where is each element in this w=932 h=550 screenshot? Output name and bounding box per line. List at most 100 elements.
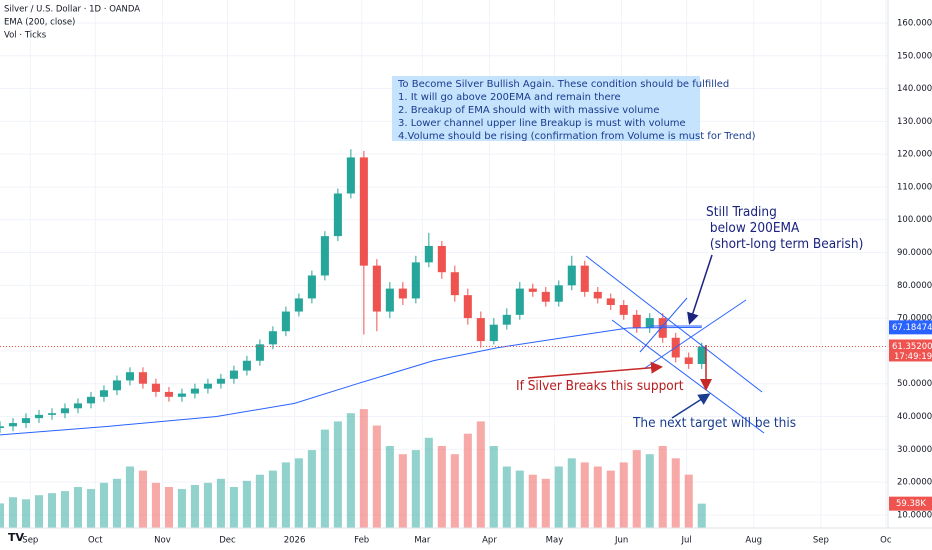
candle-body: [151, 383, 160, 392]
symbol-title: Silver / U.S. Dollar · 1D · OANDA: [4, 5, 140, 15]
volume-bar: [554, 466, 563, 528]
candle-body: [567, 265, 576, 286]
candle-body: [554, 285, 563, 302]
x-tick-label: Apr: [482, 536, 497, 546]
volume-bar: [60, 491, 70, 528]
volume-bar: [437, 446, 446, 528]
ema-tag-label: 67.18474: [892, 323, 932, 333]
volume-bar: [359, 409, 368, 528]
volume-bar: [307, 450, 316, 528]
candle-body: [255, 344, 264, 361]
volume-bar: [281, 462, 290, 528]
volume-bar: [541, 478, 550, 528]
x-tick-label: Jun: [614, 536, 628, 546]
volume-bar: [515, 470, 524, 528]
candle-body: [190, 388, 199, 394]
candle-body: [73, 403, 82, 409]
trend-line: [639, 297, 688, 353]
volume-bar: [164, 487, 173, 528]
y-tick-label: 140.00000: [897, 84, 932, 94]
volume-bar: [632, 450, 641, 528]
annotation: (short-long term Bearish): [706, 236, 863, 252]
x-tick-label: Nov: [154, 536, 171, 546]
candle-body: [437, 245, 446, 273]
volume-bar: [242, 480, 251, 528]
arrow: [527, 361, 663, 379]
y-tick-label: 30.00000: [897, 445, 932, 455]
candle-body: [21, 418, 31, 424]
arrow: [687, 254, 713, 325]
volume-bar: [580, 462, 589, 528]
candle-body: [372, 265, 381, 312]
channel-line: [585, 255, 763, 393]
volume-bar: [684, 474, 693, 528]
volume-bar: [424, 437, 433, 528]
candle-body: [216, 378, 225, 384]
volume-bar: [333, 421, 342, 528]
annotation: The next target will be this: [632, 415, 796, 431]
candle-body: [541, 291, 550, 302]
candle-body: [606, 298, 615, 305]
y-tick-label: 70.00000: [897, 314, 932, 324]
candle-body: [424, 245, 433, 263]
candle-body: [203, 383, 212, 389]
indicator-label: EMA (200, close): [4, 18, 75, 28]
volume-bar: [489, 446, 498, 528]
candle-body: [528, 288, 537, 292]
y-tick-label: 130.00000: [897, 117, 932, 127]
volume-bar: [21, 499, 31, 528]
volume-bar: [73, 487, 82, 528]
candle-body: [307, 275, 316, 299]
y-tick-label: 150.00000: [897, 51, 932, 61]
volume-bar: [268, 470, 277, 528]
volume-tag-label: 59.38K: [896, 499, 926, 509]
note-line: 1. It will go above 200EMA and remain th…: [398, 92, 621, 103]
candle-body: [86, 396, 95, 404]
volume-bar: [99, 482, 108, 528]
candle-body: [346, 157, 355, 194]
candle-body: [411, 262, 420, 299]
candle-body: [229, 370, 238, 379]
candle-body: [476, 318, 485, 342]
volume-bar: [372, 425, 381, 528]
volume-bar: [593, 466, 602, 528]
y-tick-label: 100.00000: [897, 215, 932, 225]
x-tick-label: Mar: [414, 536, 431, 546]
volume-bar: [34, 495, 44, 528]
note-line: 3. Lower channel upper line Breakup is m…: [398, 118, 686, 129]
candle-body: [580, 265, 589, 292]
candle-body: [281, 311, 290, 332]
x-tick-label: Sep: [22, 536, 38, 546]
candle-body: [320, 236, 329, 276]
volume-bar: [502, 466, 511, 528]
candle-body: [593, 291, 602, 299]
volume-bar: [658, 446, 667, 528]
volume-bar: [47, 493, 57, 528]
candle-body: [463, 295, 472, 319]
volume-bar: [671, 458, 680, 528]
y-tick-label: 110.00000: [897, 182, 932, 192]
candle-body: [177, 393, 186, 397]
candle-body: [242, 360, 251, 371]
price-pane: [0, 149, 888, 436]
x-tick-label: Sep: [813, 536, 829, 546]
channel-line: [611, 319, 765, 434]
volume-bar: [385, 446, 394, 528]
y-tick-label: 160.00000: [897, 18, 932, 28]
volume-bar: [606, 470, 615, 528]
y-tick-label: 50.00000: [897, 379, 932, 389]
annotation: Still Trading: [706, 204, 777, 220]
ema-line: [0, 326, 702, 436]
volume-bar: [151, 482, 160, 528]
volume-bar: [203, 482, 212, 528]
candle-body: [398, 288, 407, 299]
candle-body: [47, 413, 57, 415]
logo: TV: [8, 531, 25, 544]
axes: 10.00000 20.00000 30.00000 40.00000 50.00000…: [22, 18, 932, 545]
indicator-label: Vol · Ticks: [4, 31, 47, 41]
candle-body: [489, 324, 498, 342]
candle-body: [450, 272, 459, 296]
countdown-label: 17:49:19: [894, 352, 932, 362]
volume-bar: [645, 454, 654, 528]
